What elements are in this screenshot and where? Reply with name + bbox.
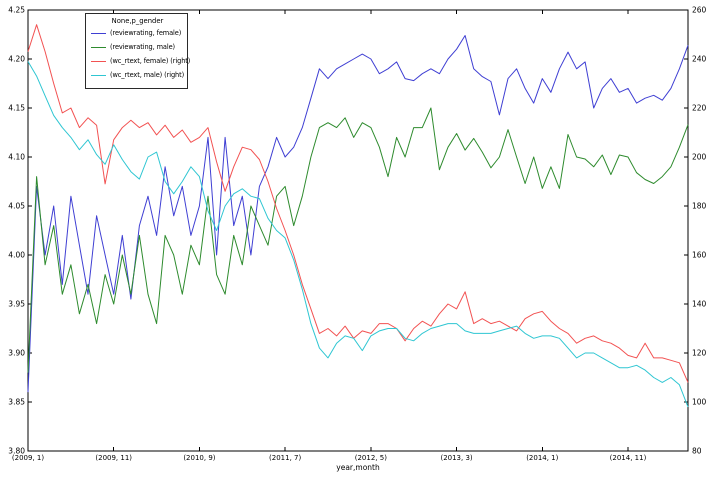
x-axis-tick-label: (2013, 3) xyxy=(440,454,472,462)
legend-entry-label-2: (wc_rtext, female) (right) xyxy=(110,57,191,65)
left-axis-tick-label: 4.15 xyxy=(8,104,25,113)
legend: None,p_gender (reviewrating, female) (rev… xyxy=(85,13,190,89)
right-axis-tick-label: 240 xyxy=(692,55,707,64)
series-line-1 xyxy=(27,107,689,373)
legend-entry-label-0: (reviewrating, female) xyxy=(110,29,182,37)
series-line-2 xyxy=(27,24,689,383)
x-axis-label: year,month xyxy=(336,463,380,472)
right-axis-tick-label: 80 xyxy=(692,447,702,456)
right-axis-tick-label: 120 xyxy=(692,349,707,358)
plot-frame xyxy=(27,9,689,452)
legend-entry-3: (wc_rtext, male) (right) xyxy=(91,68,184,82)
right-axis-tick-label: 140 xyxy=(692,300,707,309)
right-axis-tick-label: 100 xyxy=(692,398,707,407)
x-axis-tick-label: (2009, 11) xyxy=(95,454,132,462)
x-axis-tick-label: (2012, 5) xyxy=(355,454,387,462)
series-line-0 xyxy=(27,35,689,393)
legend-title: None,p_gender xyxy=(111,17,164,25)
right-axis-tick-label: 260 xyxy=(692,6,707,15)
left-axis-tick-label: 4.00 xyxy=(8,251,25,260)
legend-swatch-line-1 xyxy=(91,46,106,48)
left-axis-tick-label: 3.90 xyxy=(8,349,25,358)
left-axis-tick-label: 4.20 xyxy=(8,55,25,64)
right-axis-tick-label: 220 xyxy=(692,104,707,113)
x-axis-tick-label: (2010, 9) xyxy=(183,454,215,462)
left-axis-tick-label: 3.85 xyxy=(8,398,25,407)
x-axis-tick-label: (2009, 1) xyxy=(12,454,44,462)
legend-swatch-line-0 xyxy=(91,32,106,34)
legend-entry-1: (reviewrating, male) xyxy=(91,40,184,54)
left-axis-tick-label: 4.10 xyxy=(8,153,25,162)
legend-entry-0: (reviewrating, female) xyxy=(91,26,184,40)
legend-entry-label-1: (reviewrating, male) xyxy=(110,43,176,51)
legend-entry-2: (wc_rtext, female) (right) xyxy=(91,54,190,68)
legend-swatch-line-3 xyxy=(91,74,106,76)
x-axis-tick-label: (2011, 7) xyxy=(269,454,301,462)
right-axis-tick-label: 180 xyxy=(692,202,707,211)
left-axis-tick-label: 3.80 xyxy=(8,447,25,456)
series-line-3 xyxy=(27,61,689,408)
legend-entries: (reviewrating, female) (reviewrating, mal… xyxy=(91,26,190,82)
x-axis-tick-label: (2014, 1) xyxy=(526,454,558,462)
legend-entry-label-3: (wc_rtext, male) (right) xyxy=(110,71,185,79)
right-axis-tick-label: 200 xyxy=(692,153,707,162)
legend-swatch-line-2 xyxy=(91,60,106,62)
right-axis-tick-label: 160 xyxy=(692,251,707,260)
left-axis-tick-label: 4.05 xyxy=(8,202,25,211)
left-axis-tick-label: 3.95 xyxy=(8,300,25,309)
left-axis-tick-label: 4.25 xyxy=(8,6,25,15)
x-axis-tick-label: (2014, 11) xyxy=(610,454,647,462)
